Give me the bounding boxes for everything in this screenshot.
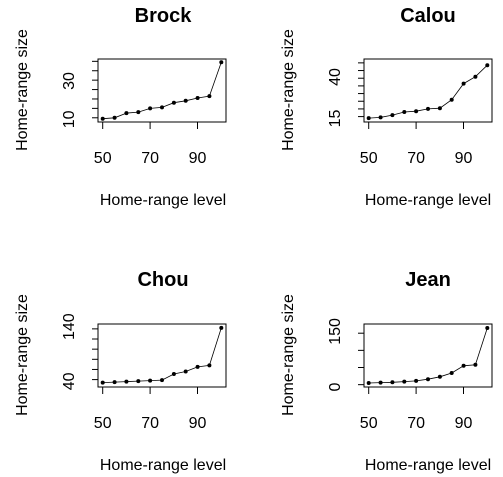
y-tick-label: 10: [61, 110, 78, 128]
x-axis: 50 70 90: [94, 122, 207, 167]
data-series: [100, 60, 224, 121]
y-axis-ticks: [358, 332, 364, 386]
data-point: [124, 111, 129, 116]
data-point: [366, 116, 371, 121]
plot-frame: [97, 58, 227, 123]
data-point: [207, 94, 212, 99]
data-point: [473, 362, 478, 367]
x-tick-label: 50: [94, 415, 112, 432]
data-point: [426, 106, 430, 111]
data-point: [183, 98, 188, 103]
data-point: [449, 97, 454, 102]
data-point: [160, 105, 164, 110]
data-point: [390, 380, 395, 385]
x-axis: 50 70 90: [360, 122, 473, 167]
y-axis-label: Home-range size: [14, 29, 31, 151]
panel-brock: Brock Home-range level Home-range size 5…: [14, 5, 227, 209]
data-point: [426, 377, 430, 382]
data-point: [195, 96, 200, 100]
data-series: [100, 325, 224, 385]
x-tick-label: 90: [455, 150, 473, 167]
y-axis-label: Home-range size: [280, 294, 297, 416]
data-point: [390, 113, 395, 118]
data-point: [136, 110, 141, 115]
y-tick-label: 15: [327, 110, 344, 128]
x-tick-label: 70: [141, 150, 159, 167]
data-point: [219, 60, 224, 65]
data-point: [136, 379, 141, 384]
data-point: [461, 363, 466, 368]
plot-frame: [97, 323, 227, 388]
panel-title: Calou: [400, 5, 456, 27]
data-point: [485, 326, 490, 330]
data-point: [414, 378, 419, 383]
panel-calou: Calou Home-range level Home-range size 5…: [280, 5, 493, 209]
y-tick-label: 40: [61, 372, 78, 390]
y-axis-ticks: [358, 62, 364, 118]
y-axis-label: Home-range size: [280, 29, 297, 151]
x-tick-label: 90: [189, 415, 207, 432]
data-point: [207, 363, 212, 368]
data-point: [183, 369, 188, 374]
x-tick-label: 50: [94, 150, 112, 167]
data-point: [402, 379, 407, 384]
y-axis-label: Home-range size: [14, 294, 31, 416]
data-point: [378, 115, 383, 120]
data-point: [148, 378, 153, 383]
data-point: [112, 380, 117, 385]
x-axis: 50 70 90: [94, 387, 207, 432]
data-point: [485, 63, 490, 68]
data-point: [437, 374, 442, 379]
x-axis: 50 70 90: [360, 387, 473, 432]
data-point: [160, 378, 164, 383]
y-axis-ticks: [92, 60, 98, 119]
data-point: [366, 381, 371, 385]
x-axis-label: Home-range level: [100, 457, 226, 474]
y-tick-label: 0: [327, 382, 344, 391]
data-point: [195, 364, 200, 369]
data-point: [473, 74, 478, 79]
panel-title: Jean: [405, 269, 451, 291]
data-series: [366, 63, 490, 121]
panel-jean: Jean Home-range level Home-range size 50…: [280, 269, 493, 474]
data-point: [219, 325, 224, 330]
x-tick-label: 70: [141, 415, 159, 432]
data-point: [414, 109, 419, 114]
x-tick-label: 90: [455, 415, 473, 432]
x-tick-label: 70: [407, 415, 425, 432]
data-point: [100, 380, 105, 385]
x-axis-label: Home-range level: [365, 192, 491, 209]
panel-chou: Chou Home-range level Home-range size 50…: [14, 269, 227, 474]
y-tick-label: 150: [327, 318, 344, 345]
data-point: [112, 115, 117, 120]
data-series: [366, 326, 490, 385]
data-point: [148, 106, 153, 111]
data-point: [124, 379, 129, 384]
panel-title: Chou: [137, 269, 188, 291]
data-point: [378, 380, 383, 385]
plot-frame: [363, 323, 493, 388]
x-tick-label: 50: [360, 415, 378, 432]
plot-frame: [363, 58, 493, 123]
data-point: [171, 372, 176, 376]
data-point: [437, 106, 442, 111]
panel-title: Brock: [135, 5, 193, 27]
data-point: [402, 110, 407, 114]
data-point: [449, 371, 454, 375]
x-axis-label: Home-range level: [100, 192, 226, 209]
x-axis-label: Home-range level: [365, 457, 491, 474]
y-tick-label: 30: [61, 72, 78, 90]
x-tick-label: 90: [189, 150, 207, 167]
y-axis-ticks: [92, 328, 98, 381]
x-tick-label: 70: [407, 150, 425, 167]
data-point: [461, 81, 466, 86]
y-tick-label: 140: [61, 313, 78, 340]
data-point: [100, 116, 105, 121]
data-point: [171, 100, 176, 105]
x-tick-label: 50: [360, 150, 378, 167]
y-tick-label: 40: [327, 68, 344, 86]
